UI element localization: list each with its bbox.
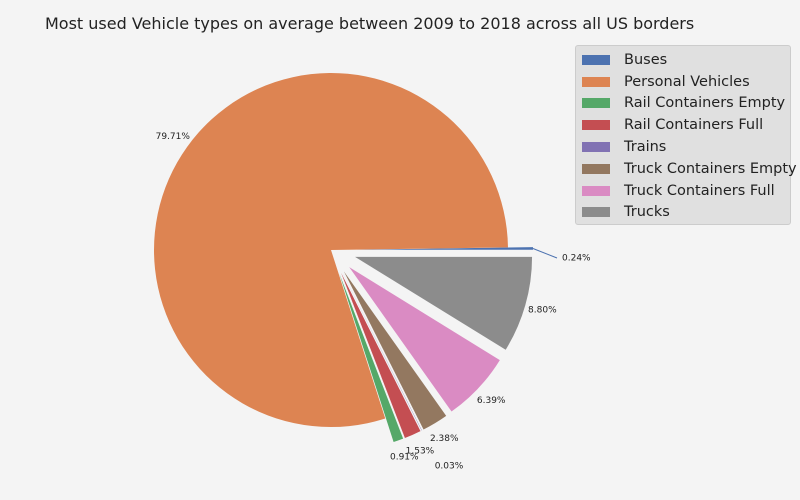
legend-label: Rail Containers Full — [624, 117, 764, 134]
legend-label: Truck Containers Full — [624, 182, 775, 199]
legend-label: Truck Containers Empty — [624, 160, 797, 177]
pie-slice-personal-vehicles — [153, 73, 508, 428]
legend-swatch — [582, 98, 610, 109]
legend-label: Buses — [624, 51, 668, 68]
pie-slice-buses — [355, 247, 533, 250]
legend-item: Trucks — [576, 202, 790, 224]
legend-item: Truck Containers Full — [576, 180, 790, 202]
legend-item: Rail Containers Full — [576, 114, 790, 136]
legend-item: Truck Containers Empty — [576, 158, 797, 180]
pct-leader-line — [532, 248, 558, 259]
legend-swatch — [582, 207, 610, 218]
legend-swatch — [582, 163, 610, 174]
legend-swatch — [582, 185, 610, 196]
legend-swatch — [582, 142, 610, 153]
pie-slice-trucks — [355, 256, 533, 350]
pct-label-trains: 0.03% — [435, 462, 464, 472]
legend-item: Personal Vehicles — [576, 71, 790, 93]
legend-label: Personal Vehicles — [624, 73, 750, 90]
legend-label: Trucks — [624, 204, 670, 221]
pie-slice-truck-containers-full — [349, 267, 500, 412]
legend-swatch — [582, 76, 610, 87]
pct-label-truck-containers-full: 6.39% — [477, 396, 506, 406]
pct-label-personal-vehicles: 79.71% — [156, 132, 191, 142]
legend-swatch — [582, 54, 610, 65]
pct-label-truck-containers-empty: 2.38% — [430, 434, 459, 444]
pie-slice-trains — [342, 272, 422, 431]
chart-title: Most used Vehicle types on average betwe… — [45, 14, 695, 33]
pie-slice-truck-containers-empty — [343, 271, 447, 430]
legend-label: Trains — [624, 139, 667, 156]
pct-label-buses: 0.24% — [562, 254, 591, 264]
legend-item: Rail Containers Empty — [576, 93, 790, 115]
pie-slice-rail-containers-empty — [339, 273, 404, 443]
pct-label-rail-containers-empty: 0.91% — [390, 453, 419, 463]
legend-label: Rail Containers Empty — [624, 95, 786, 112]
pie-slice-rail-containers-full — [341, 272, 421, 438]
chart-legend: Buses Personal Vehicles Rail Containers Em… — [575, 45, 797, 225]
legend-item: Trains — [576, 136, 790, 158]
legend-item: Buses — [576, 49, 790, 71]
pct-label-rail-containers-full: 1.53% — [406, 446, 435, 456]
legend-swatch — [582, 120, 610, 131]
pct-label-trucks: 8.80% — [528, 305, 557, 315]
